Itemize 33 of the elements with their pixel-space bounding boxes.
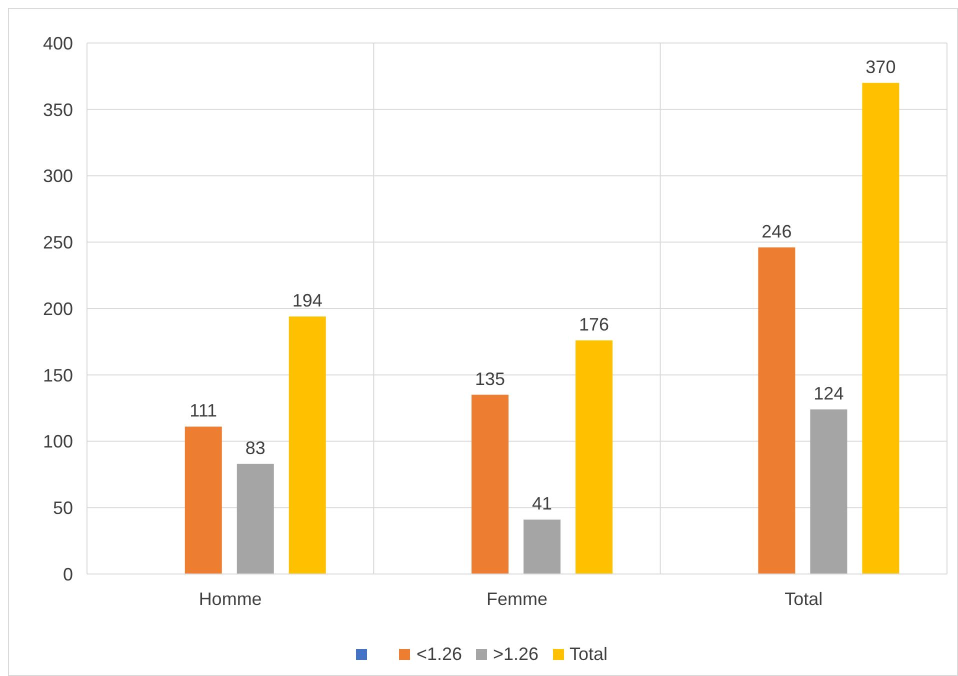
y-tick-label: 400 [42,33,73,54]
y-tick-label: 150 [42,365,73,386]
y-tick-label: 50 [52,498,73,518]
legend-label: >1.26 [492,644,539,665]
data-label: 246 [762,221,792,242]
x-tick-label: Femme [486,588,548,609]
data-label: 370 [866,56,896,77]
legend-label: Total [570,644,608,665]
y-tick-label: 300 [42,166,73,186]
bar [184,426,222,574]
bar [236,464,274,574]
y-tick-label: 200 [42,298,73,319]
x-tick-label: Homme [198,588,262,609]
y-tick-label: 0 [62,564,73,584]
x-tick-label: Total [784,588,823,609]
data-label: 176 [579,314,610,334]
bar [576,340,613,574]
y-tick-label: 100 [42,432,73,452]
legend-label: <1.26 [416,644,462,665]
bar [758,247,796,574]
y-tick-label: 350 [42,100,73,120]
bar [524,520,561,574]
bar [288,316,326,574]
y-tick-label: 250 [42,232,73,253]
data-label: 135 [475,368,506,389]
data-label: 194 [292,290,322,310]
bar [810,409,848,574]
data-label: 41 [532,494,552,514]
data-label: 111 [190,400,218,421]
bar [862,82,900,574]
data-label: 83 [245,438,266,458]
bar [472,394,509,574]
data-label: 124 [814,383,844,404]
